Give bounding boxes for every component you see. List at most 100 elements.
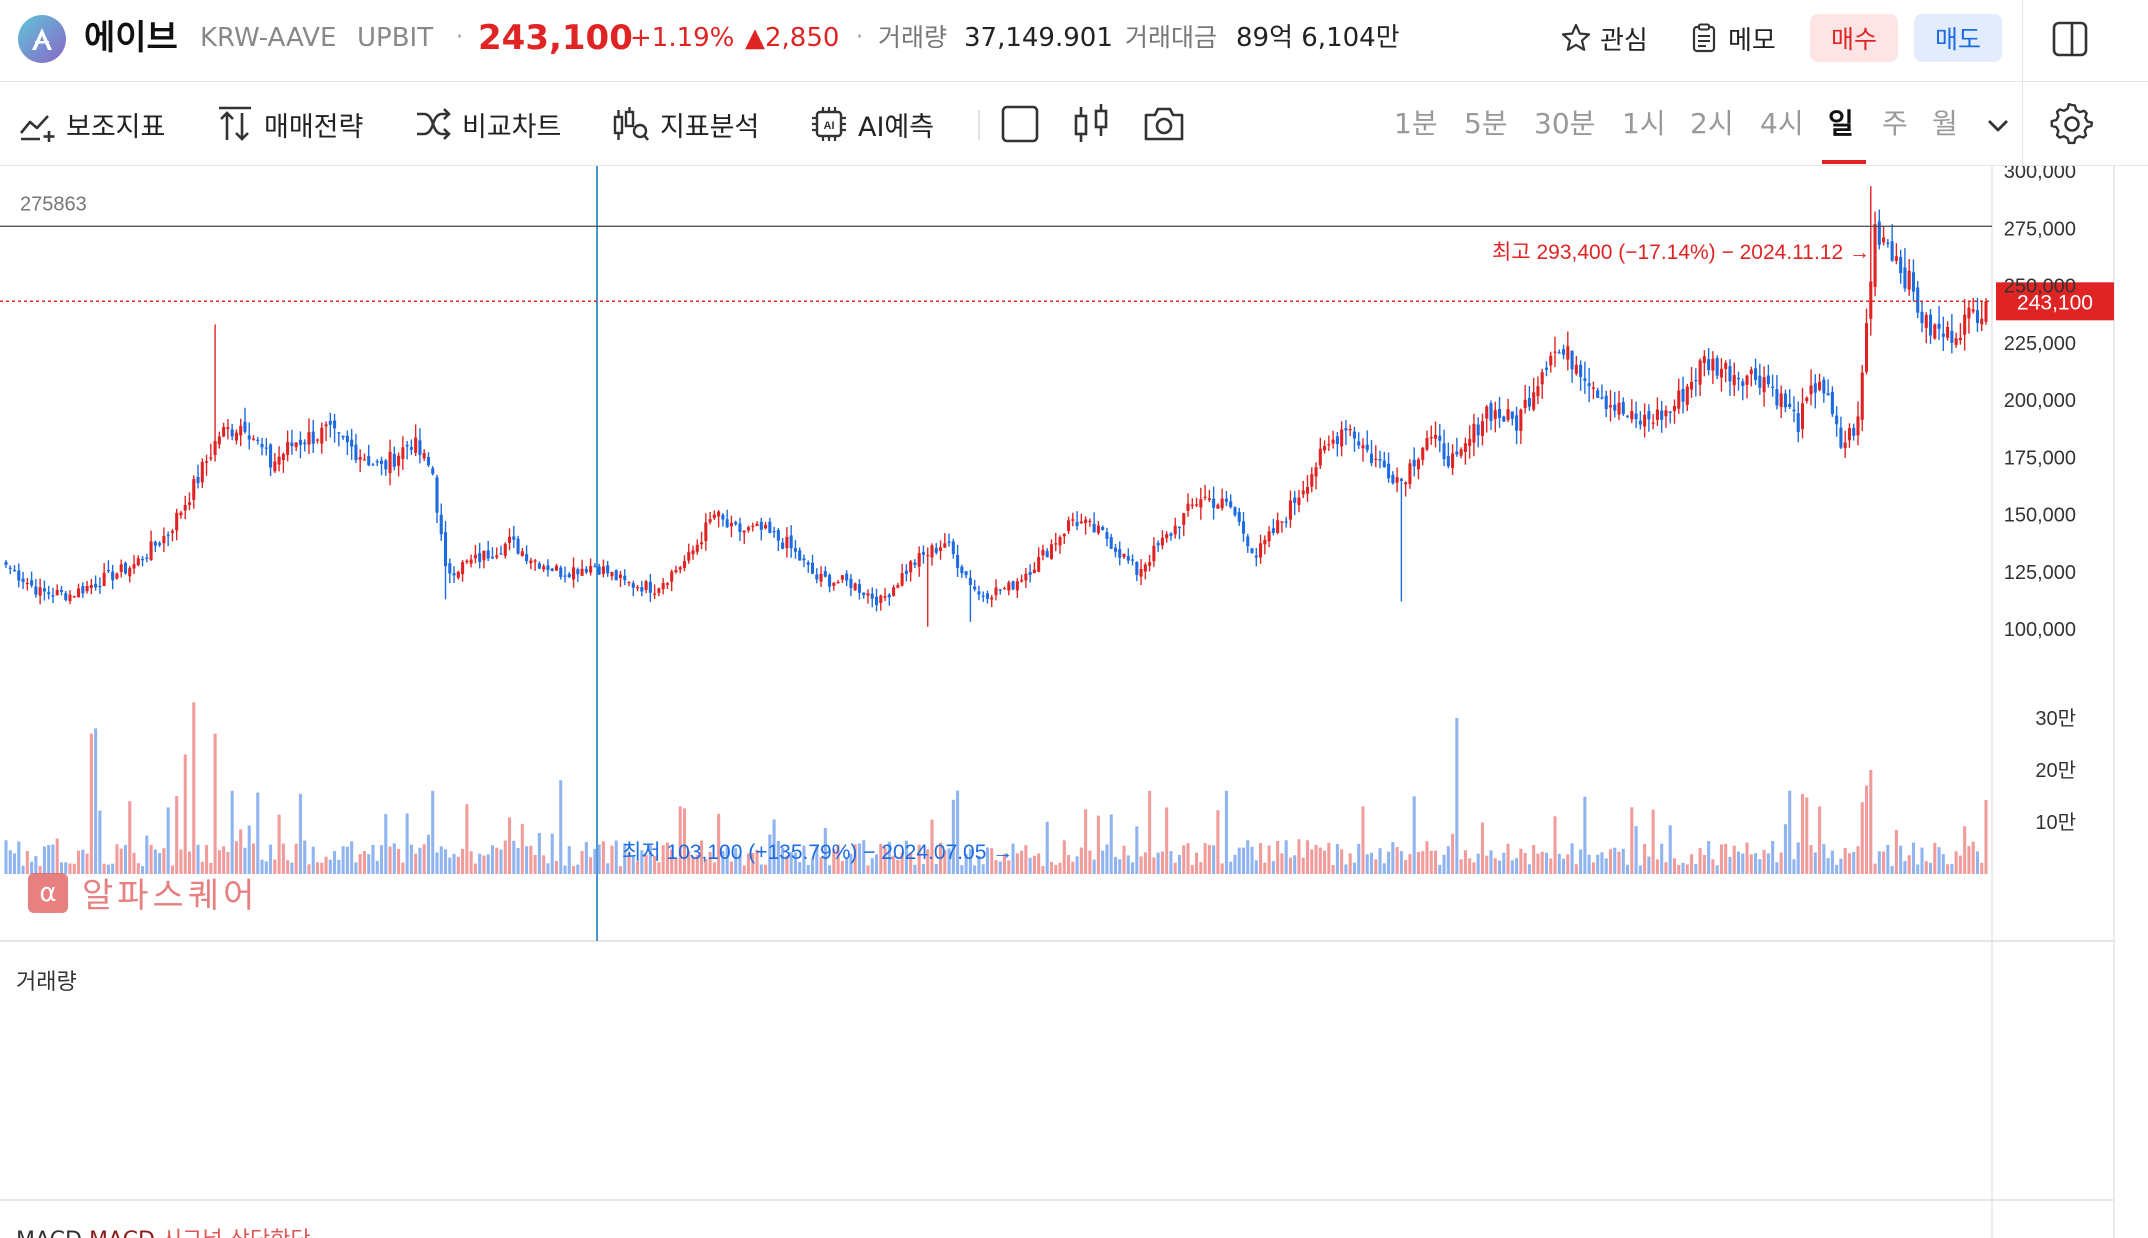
candle-body [764, 524, 768, 529]
candle-body [1916, 287, 1920, 313]
volume-bar [1788, 790, 1792, 874]
candle-body [1638, 420, 1642, 425]
price-chart[interactable]: 275863 243,100 최고 293,400 (−17.14%) − 20… [0, 166, 2148, 1238]
timeframe-1hour[interactable]: 1시 [1622, 107, 1666, 140]
candle-body [1233, 507, 1237, 516]
timeframe-30min[interactable]: 30분 [1534, 107, 1596, 140]
candle-body [1118, 549, 1122, 558]
candle-body [320, 427, 324, 444]
candle-body [845, 573, 849, 581]
candle-body [828, 575, 832, 587]
volume-bar [998, 861, 1002, 874]
timeframe-2hour[interactable]: 2시 [1690, 107, 1734, 140]
volume-bar [1864, 785, 1869, 874]
ai-forecast-tool[interactable]: AI AI예측 [810, 100, 934, 148]
volume-bar [337, 859, 341, 874]
candle-body [1557, 352, 1561, 354]
volume-bar [1775, 862, 1779, 874]
candle-body [1237, 511, 1241, 522]
candle-body [1446, 456, 1450, 467]
volume-bar [934, 864, 938, 874]
strategy-tool[interactable]: 매매전략 [216, 100, 363, 148]
candle-body [362, 459, 366, 461]
candle-body [1604, 395, 1608, 410]
volume-bar [439, 846, 443, 874]
coin-name[interactable]: 에이브 [84, 18, 178, 58]
settings-gear-icon[interactable] [2050, 102, 2094, 146]
candle-body [1681, 388, 1685, 402]
candle-body [874, 596, 879, 606]
square-draw-icon[interactable] [998, 102, 1042, 146]
panel-layout-icon[interactable] [2050, 19, 2090, 59]
volume-bar [1984, 800, 1988, 874]
memo-button[interactable]: 메모 [1688, 14, 1776, 62]
analysis-tool-label: 지표분석 [660, 111, 760, 143]
candle-body [930, 545, 934, 558]
volume-bar [734, 848, 738, 874]
volume-bar [448, 857, 452, 874]
volume-bar [576, 864, 580, 874]
volume-bar [260, 859, 264, 874]
candle-body [738, 523, 742, 532]
candle-body [243, 421, 247, 432]
volume-bar [896, 859, 900, 874]
toolbar-divider [978, 110, 980, 140]
sell-button[interactable]: 매도 [1914, 14, 2002, 62]
volume-bar [537, 832, 541, 874]
candle-body [230, 429, 234, 437]
volume-bar [674, 858, 678, 874]
candle-body [1694, 380, 1698, 382]
candle-body [1438, 435, 1442, 441]
timeframe-month[interactable]: 월 [1932, 107, 1958, 140]
candle-body [401, 447, 405, 459]
candle-body [550, 568, 554, 571]
volume-bar [1113, 856, 1118, 874]
volume-bar [883, 847, 887, 874]
camera-icon[interactable] [1142, 102, 1186, 146]
volume-bar [678, 806, 682, 874]
volume-bar [862, 840, 866, 874]
timeframe-5min[interactable]: 5분 [1464, 107, 1508, 140]
candle-body [1971, 309, 1975, 312]
volume-axis-labels: 30만 20만 10만 [2035, 707, 2076, 834]
volume-bar [264, 861, 268, 874]
indicator-tool[interactable]: 보조지표 [18, 100, 165, 148]
volume-bar [1271, 861, 1275, 874]
volume-bar [81, 849, 85, 874]
timeframe-week[interactable]: 주 [1882, 107, 1908, 140]
candle-body [1800, 403, 1805, 429]
candle-body [601, 566, 605, 574]
candle-body [1092, 523, 1096, 533]
buy-button[interactable]: 매수 [1810, 14, 1898, 62]
candle-body [1651, 422, 1655, 424]
volume-bar [1067, 855, 1071, 874]
volume-bar [1451, 833, 1455, 874]
candle-body [1562, 349, 1566, 355]
timeframe-4hour[interactable]: 4시 [1760, 107, 1804, 140]
candle-body [678, 567, 682, 570]
volume-bar [1762, 849, 1766, 874]
compare-tool[interactable]: 비교차트 [414, 100, 561, 148]
candle-body [1212, 498, 1216, 508]
candle-body [281, 453, 285, 461]
candle-body [392, 453, 396, 467]
volume-bar [1886, 844, 1890, 874]
volume-bar [853, 844, 857, 874]
volume-bar [1233, 854, 1237, 874]
volume-bar [1809, 845, 1813, 874]
candlestick-icon[interactable] [1070, 102, 1114, 146]
volume-bar [1570, 843, 1574, 874]
volume-bar [687, 850, 691, 874]
watchlist-button[interactable]: 관심 [1560, 14, 1648, 62]
timeframe-day[interactable]: 일 [1828, 107, 1854, 140]
timeframe-1min[interactable]: 1분 [1394, 107, 1438, 140]
chevron-down-icon[interactable] [1978, 106, 2018, 146]
volume-bar [1463, 850, 1467, 874]
volume-bar [593, 848, 597, 874]
candle-body [1745, 375, 1749, 385]
volume-bar [149, 844, 153, 874]
volume-bar [341, 846, 345, 874]
analysis-tool[interactable]: 지표분석 [612, 100, 759, 148]
volume-bar [328, 859, 332, 874]
volume-bar [1754, 853, 1758, 874]
